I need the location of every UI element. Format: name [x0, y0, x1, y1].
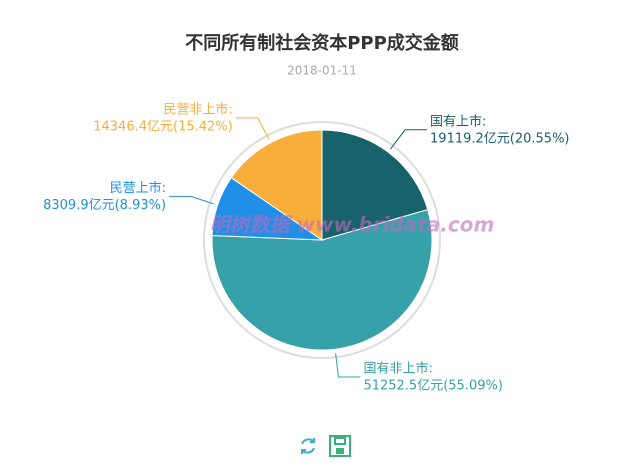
pie-slice [230, 129, 323, 241]
watermark: 明树数据 www.bridata.com [210, 213, 495, 237]
save-icon-bottom [336, 448, 344, 454]
leader-line [335, 353, 361, 378]
save-icon-top [334, 437, 346, 445]
chart-subtitle: 2018-01-11 [287, 64, 357, 78]
slice-label: 国有非上市: [363, 361, 432, 377]
refresh-button[interactable] [296, 434, 320, 458]
refresh-hit[interactable] [296, 434, 320, 458]
slice-value-label: 51252.5亿元(55.09%) [363, 379, 502, 394]
pie-labels: 国有上市: 19119.2亿元(20.55%) 国有非上市: 51252.5亿元(55… [43, 101, 569, 393]
pie-ring [203, 121, 441, 359]
leader-line [169, 195, 214, 205]
slice-label: 国有上市: [430, 113, 486, 129]
leader-line [390, 129, 428, 150]
chart-title: 不同所有制社会资本PPP成交金额 [185, 32, 459, 54]
slice-label: 民营非上市: [163, 101, 232, 117]
slice-value-label: 8309.9亿元(8.93%) [43, 198, 166, 213]
pie-slice [211, 209, 433, 351]
save-button[interactable] [329, 435, 351, 457]
pie [211, 129, 433, 351]
slice-value-label: 19119.2亿元(20.55%) [430, 131, 569, 146]
slice-value-label: 14346.4亿元(15.42%) [93, 119, 232, 134]
save-icon [329, 435, 351, 457]
refresh-icon [301, 438, 315, 454]
leader-line [235, 117, 270, 140]
pie-slice [321, 129, 429, 241]
slice-label: 民营上市: [110, 180, 166, 196]
